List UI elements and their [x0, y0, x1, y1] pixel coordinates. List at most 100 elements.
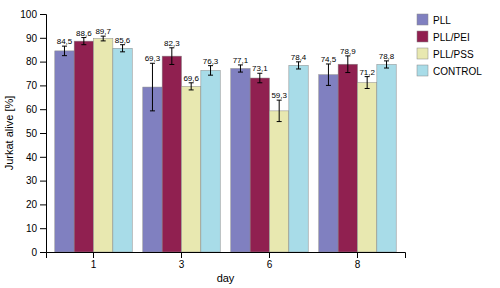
bar — [74, 41, 93, 252]
series — [113, 45, 396, 252]
data-label: 82,3 — [164, 39, 180, 48]
tick-label: 40 — [26, 152, 38, 163]
error-cap — [101, 40, 106, 41]
tick-label: 100 — [20, 9, 37, 20]
error-line — [298, 62, 299, 69]
error-line — [152, 63, 153, 111]
tick-label: 50 — [26, 128, 38, 139]
legend-item: PLL/PSS — [417, 48, 474, 60]
error-cap — [326, 85, 331, 86]
axis-line — [47, 253, 406, 259]
bar — [55, 51, 74, 252]
error-cap — [384, 68, 389, 69]
tick-mark — [40, 38, 46, 39]
tick-mark — [40, 14, 46, 15]
error-bar — [189, 83, 194, 90]
error-bar — [150, 63, 155, 111]
x-axis-title: day — [217, 272, 235, 284]
y-axis: 0102030405060708090100 — [20, 9, 46, 258]
y-tick: 30 — [26, 175, 46, 186]
data-label: 71,2 — [359, 68, 375, 77]
x-tick: 1 — [91, 252, 97, 270]
tick-mark — [40, 133, 46, 134]
tick-mark — [40, 252, 46, 253]
tick-label: 3 — [179, 259, 185, 270]
error-line — [210, 66, 211, 76]
y-tick: 90 — [26, 33, 46, 44]
data-label: 78,9 — [340, 47, 356, 56]
error-cap — [257, 82, 262, 83]
x-tick: 3 — [179, 252, 185, 270]
legend-swatch — [417, 31, 428, 42]
error-line — [83, 38, 84, 45]
x-axis: 1 3 6 8 — [47, 252, 406, 270]
error-cap — [189, 89, 194, 90]
bar — [377, 64, 396, 252]
error-bar — [208, 66, 213, 76]
bar — [319, 75, 338, 252]
error-line — [328, 64, 329, 85]
error-line — [347, 56, 348, 73]
data-label: 59,3 — [271, 91, 287, 100]
data-label: 84,5 — [57, 37, 73, 46]
error-cap — [345, 72, 350, 73]
data-label: 89,7 — [95, 27, 111, 36]
data-label: 78,4 — [291, 53, 307, 62]
data-label: 77,1 — [233, 56, 249, 65]
error-bar — [169, 48, 174, 65]
bar — [269, 111, 288, 252]
error-cap — [208, 75, 213, 76]
bar — [162, 56, 181, 252]
tick-label: 80 — [26, 56, 38, 67]
tick-mark — [40, 157, 46, 158]
data-label: 88,6 — [76, 29, 92, 38]
tick-mark — [357, 252, 358, 258]
bar — [182, 86, 201, 252]
legend-label: PLL/PSS — [433, 49, 474, 60]
tick-label: 60 — [26, 104, 38, 115]
data-label: 78,8 — [379, 52, 395, 61]
tick-mark — [40, 204, 46, 205]
y-tick: 100 — [20, 9, 46, 20]
legend-item: PLL — [417, 14, 451, 26]
error-bar — [365, 77, 370, 89]
error-bar — [62, 46, 67, 56]
tick-mark — [40, 228, 46, 229]
error-line — [367, 77, 368, 89]
tick-label: 10 — [26, 223, 38, 234]
y-tick: 80 — [26, 56, 46, 67]
legend-swatch — [417, 48, 428, 59]
error-cap — [365, 88, 370, 89]
error-bar — [101, 36, 106, 41]
bar — [338, 64, 357, 252]
tick-label: 1 — [91, 259, 97, 270]
y-tick: 20 — [26, 199, 46, 210]
y-tick: 70 — [26, 80, 46, 91]
tick-label: 8 — [355, 259, 361, 270]
error-cap — [150, 110, 155, 111]
tick-mark — [40, 85, 46, 86]
error-cap — [277, 121, 282, 122]
error-cap — [296, 68, 301, 69]
tick-mark — [93, 252, 94, 258]
bar — [201, 70, 220, 252]
legend-swatch — [417, 65, 428, 76]
x-tick: 8 — [355, 252, 361, 270]
series — [74, 38, 357, 252]
error-bar — [120, 45, 125, 52]
y-axis-title: Jurkat alive [%] — [3, 96, 15, 171]
legend-item: PLL/PEI — [417, 31, 470, 43]
bar — [289, 65, 308, 252]
y-tick: 50 — [26, 128, 46, 139]
tick-label: 70 — [26, 80, 38, 91]
tick-mark — [40, 181, 46, 182]
tick-mark — [269, 252, 270, 258]
tick-label: 20 — [26, 199, 38, 210]
error-bar — [277, 100, 282, 121]
legend-item: CONTROL — [417, 65, 482, 77]
y-tick: 60 — [26, 104, 46, 115]
x-tick: 6 — [267, 252, 273, 270]
tick-label: 90 — [26, 33, 38, 44]
error-bar — [384, 61, 389, 68]
bar — [143, 87, 162, 252]
